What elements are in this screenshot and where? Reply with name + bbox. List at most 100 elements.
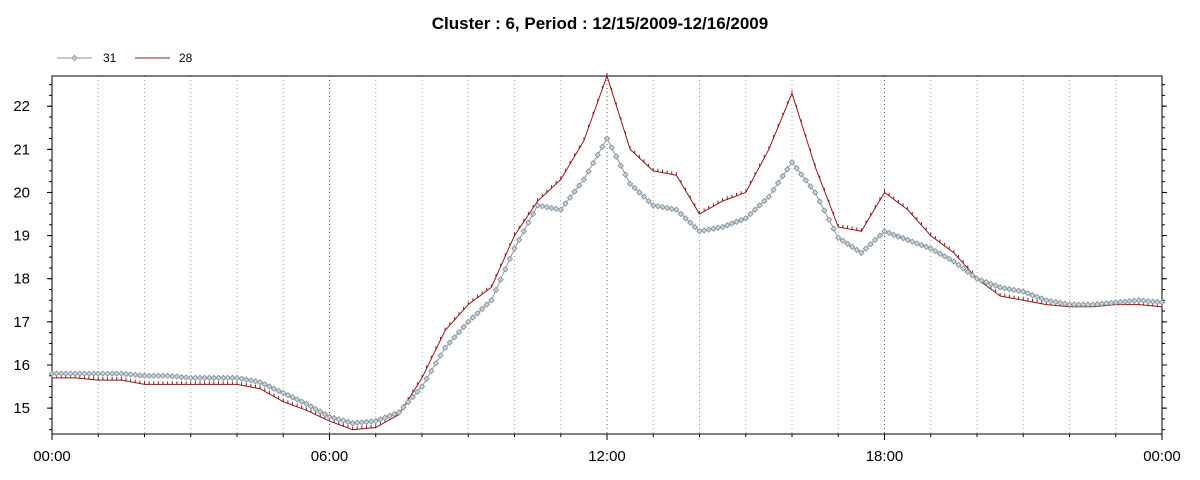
series-point-31 bbox=[1038, 295, 1045, 302]
series-point-31 bbox=[515, 236, 523, 244]
series-point-31 bbox=[321, 410, 329, 418]
series-point-31 bbox=[1052, 298, 1059, 306]
series-point-31 bbox=[441, 344, 449, 351]
series-point-31 bbox=[330, 414, 338, 422]
series-point-31 bbox=[511, 245, 518, 252]
series-point-31 bbox=[761, 197, 768, 205]
series-point-31 bbox=[724, 222, 731, 229]
series-point-31 bbox=[885, 229, 893, 237]
series-point-31 bbox=[589, 159, 597, 167]
series-point-31 bbox=[178, 373, 185, 381]
series-point-31 bbox=[710, 225, 717, 232]
series-point-31 bbox=[927, 245, 934, 252]
series-point-31 bbox=[946, 255, 953, 263]
series-point-31 bbox=[451, 334, 458, 341]
series-point-31 bbox=[224, 374, 231, 382]
series-point-31 bbox=[187, 374, 194, 382]
series-point-31 bbox=[788, 159, 796, 166]
series-point-31 bbox=[1010, 286, 1018, 294]
series-point-31 bbox=[1140, 297, 1147, 304]
series-point-31 bbox=[955, 261, 962, 269]
series-point-31 bbox=[85, 370, 93, 377]
series-point-31 bbox=[1075, 301, 1082, 308]
series-point-31 bbox=[381, 414, 389, 421]
series-point-31 bbox=[751, 206, 759, 213]
series-point-31 bbox=[848, 243, 856, 250]
series-point-31 bbox=[959, 265, 967, 272]
series-point-31 bbox=[1015, 287, 1022, 294]
series-point-31 bbox=[1084, 301, 1092, 308]
x-tick-label: 12:00 bbox=[588, 448, 626, 465]
series-point-31 bbox=[423, 375, 430, 382]
series-point-31 bbox=[104, 370, 111, 377]
series-point-31 bbox=[774, 179, 782, 187]
legend-label-31: 31 bbox=[103, 51, 117, 65]
series-point-31 bbox=[506, 255, 514, 263]
y-tick-label: 16 bbox=[13, 357, 30, 374]
series-point-31 bbox=[53, 370, 60, 377]
x-tick-label: 00:00 bbox=[33, 448, 71, 465]
series-point-31 bbox=[992, 282, 999, 289]
series-point-31 bbox=[1149, 298, 1156, 305]
series-point-31 bbox=[1121, 298, 1129, 305]
series-point-31 bbox=[1061, 300, 1069, 307]
series-point-31 bbox=[483, 301, 490, 308]
series-point-31 bbox=[173, 373, 181, 380]
series-point-31 bbox=[677, 210, 685, 218]
series-point-31 bbox=[844, 240, 851, 247]
series-point-31 bbox=[932, 247, 939, 255]
series-point-31 bbox=[673, 206, 680, 213]
series-point-31 bbox=[599, 143, 606, 150]
series-point-31 bbox=[275, 387, 282, 395]
series-point-31 bbox=[132, 371, 139, 379]
series-point-31 bbox=[367, 418, 375, 425]
series-point-31 bbox=[289, 394, 296, 401]
series-point-31 bbox=[210, 374, 218, 382]
series-point-31 bbox=[714, 224, 722, 231]
series-point-31 bbox=[293, 396, 301, 403]
series-point-31 bbox=[1066, 301, 1073, 308]
series-point-31 bbox=[474, 310, 481, 317]
series-point-31 bbox=[770, 186, 777, 194]
series-point-31 bbox=[1047, 297, 1055, 305]
series-point-31 bbox=[987, 280, 995, 288]
series-point-31 bbox=[159, 372, 167, 379]
series-point-31 bbox=[872, 236, 879, 244]
series-point-31 bbox=[58, 370, 65, 377]
series-point-31 bbox=[811, 189, 819, 196]
series-point-31 bbox=[247, 377, 255, 384]
series-point-31 bbox=[206, 374, 213, 382]
series-point-31 bbox=[1158, 299, 1166, 306]
series-point-31 bbox=[437, 352, 444, 359]
series-point-31 bbox=[428, 367, 435, 375]
series-point-31 bbox=[155, 372, 162, 379]
series-point-31 bbox=[48, 370, 56, 377]
series-point-31 bbox=[113, 370, 120, 377]
series-point-31 bbox=[622, 171, 629, 178]
series-point-31 bbox=[182, 374, 190, 381]
series-point-31 bbox=[534, 202, 541, 209]
series-point-31 bbox=[1020, 288, 1027, 295]
series-point-31 bbox=[1033, 293, 1041, 301]
series-point-31 bbox=[950, 258, 958, 265]
series-point-31 bbox=[899, 235, 907, 242]
series-point-31 bbox=[386, 412, 393, 420]
series-point-31 bbox=[557, 206, 564, 213]
series-point-31 bbox=[1024, 290, 1032, 297]
series-point-31 bbox=[312, 405, 319, 413]
series-point-31 bbox=[529, 210, 537, 218]
series-point-31 bbox=[1131, 297, 1138, 304]
series-point-31 bbox=[585, 168, 592, 175]
series-point-31 bbox=[307, 403, 315, 410]
series-point-31 bbox=[1089, 301, 1096, 308]
series-point-31 bbox=[317, 408, 324, 415]
series-point-31 bbox=[1098, 300, 1106, 307]
series-point-31 bbox=[354, 419, 361, 426]
series-point-31 bbox=[853, 246, 860, 253]
series-point-31 bbox=[145, 372, 153, 379]
series-point-31 bbox=[122, 370, 130, 378]
series-point-31 bbox=[349, 420, 356, 427]
series-point-31 bbox=[1001, 285, 1008, 292]
series-point-31 bbox=[192, 374, 199, 382]
